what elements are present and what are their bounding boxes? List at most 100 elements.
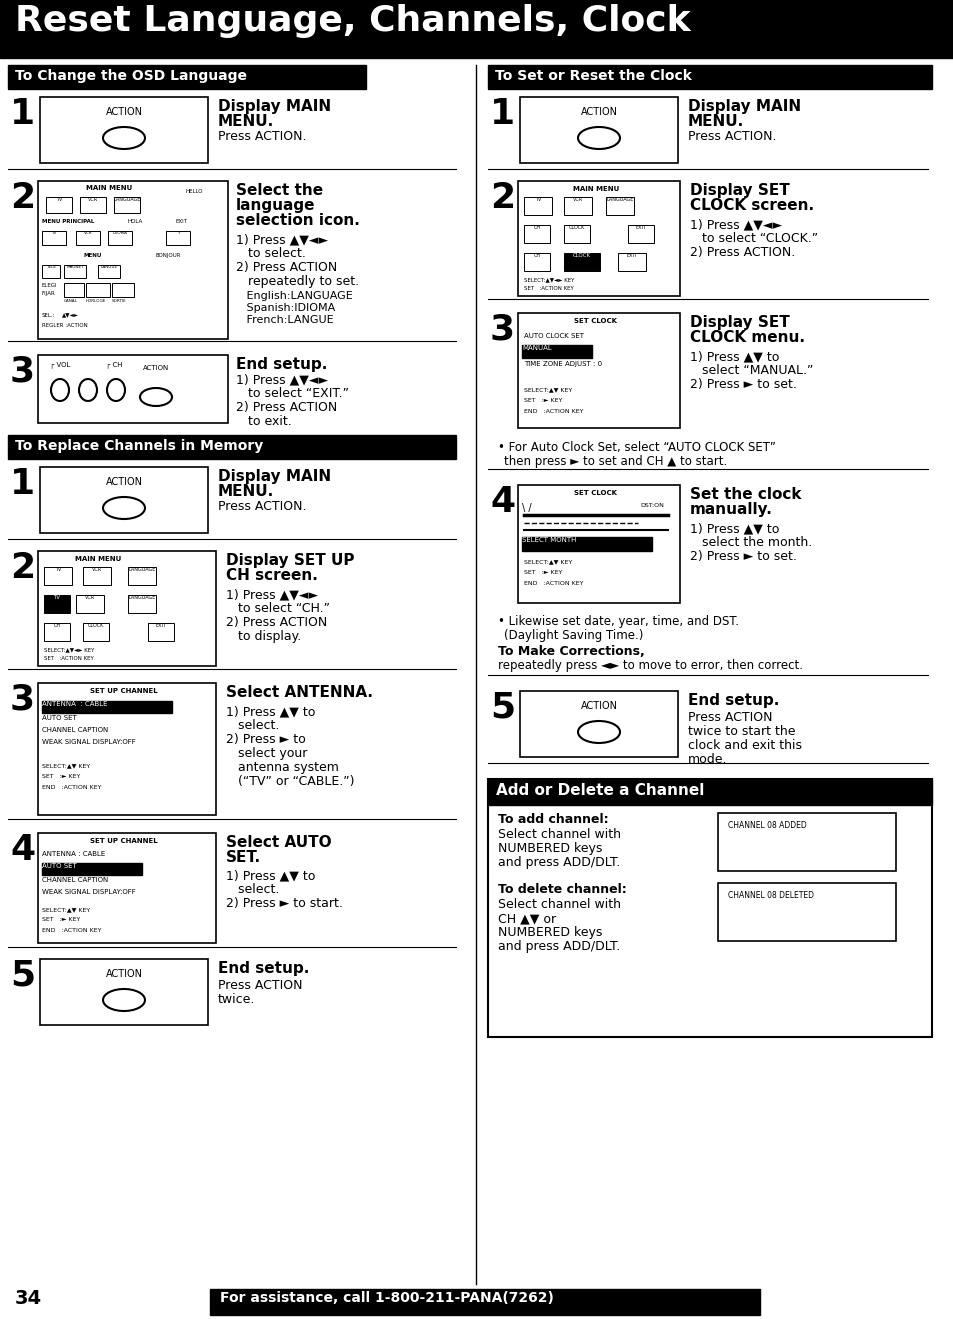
Bar <box>38 551 215 666</box>
Text: SELECT:▲▼ KEY: SELECT:▲▼ KEY <box>523 559 572 565</box>
Text: Press ACTION.: Press ACTION. <box>218 500 306 513</box>
Bar <box>0 1287 953 1319</box>
Text: Select the: Select the <box>235 183 323 198</box>
Bar <box>44 595 70 613</box>
Text: VCR: VCR <box>88 197 98 202</box>
Text: English:LANGUAGE: English:LANGUAGE <box>235 291 353 301</box>
Text: • Likewise set date, year, time, and DST.: • Likewise set date, year, time, and DST… <box>497 615 739 628</box>
Text: Display MAIN: Display MAIN <box>218 99 331 113</box>
Text: Display MAIN: Display MAIN <box>218 470 331 484</box>
Bar <box>76 595 104 613</box>
Bar <box>44 567 71 586</box>
Bar <box>523 226 550 243</box>
Text: 1) Press ▲▼ to: 1) Press ▲▼ to <box>689 350 779 363</box>
Text: CHANNEL 08 ADDED: CHANNEL 08 ADDED <box>727 820 806 830</box>
Text: 2) Press ACTION: 2) Press ACTION <box>226 616 327 629</box>
Text: CLOCK menu.: CLOCK menu. <box>689 330 804 346</box>
Bar <box>42 265 60 278</box>
Bar <box>128 567 156 586</box>
Text: END   :ACTION KEY: END :ACTION KEY <box>42 785 101 790</box>
Text: MAGNET: MAGNET <box>66 265 84 269</box>
Bar <box>8 435 456 459</box>
Text: • For Auto Clock Set, select “AUTO CLOCK SET”: • For Auto Clock Set, select “AUTO CLOCK… <box>497 441 775 454</box>
Text: SET.: SET. <box>226 849 261 865</box>
Text: ACTION: ACTION <box>143 365 169 371</box>
Text: Press ACTION: Press ACTION <box>687 711 772 724</box>
Text: MANUAL: MANUAL <box>521 346 551 351</box>
Text: To delete channel:: To delete channel: <box>497 882 626 896</box>
Bar <box>38 834 215 943</box>
Bar <box>98 265 120 278</box>
Text: LANGUAGE: LANGUAGE <box>128 567 155 572</box>
Text: SELECT MONTH: SELECT MONTH <box>521 537 576 543</box>
Text: CH screen.: CH screen. <box>226 568 317 583</box>
Text: MAIN MENU: MAIN MENU <box>86 185 132 191</box>
Text: CHANNEL 08 DELETED: CHANNEL 08 DELETED <box>727 892 813 900</box>
Ellipse shape <box>140 388 172 406</box>
Text: CHANNEL CAPTION: CHANNEL CAPTION <box>42 877 108 882</box>
Text: HORLOGE: HORLOGE <box>86 299 107 303</box>
Text: REGLER :ACTION: REGLER :ACTION <box>42 323 88 328</box>
Text: End setup.: End setup. <box>235 357 327 372</box>
Text: ELEGI: ELEGI <box>42 284 57 288</box>
Bar <box>38 181 228 339</box>
Bar <box>76 231 100 245</box>
Bar <box>523 197 552 215</box>
Bar <box>718 882 895 940</box>
Bar <box>83 623 109 641</box>
Bar <box>42 863 142 874</box>
Text: HELLO: HELLO <box>186 189 203 194</box>
Text: CH: CH <box>533 253 540 259</box>
Bar <box>64 284 84 297</box>
Text: 1) Press ▲▼ to: 1) Press ▲▼ to <box>226 704 315 718</box>
Text: to display.: to display. <box>226 630 301 642</box>
Text: SELECT:▲▼◄► KEY: SELECT:▲▼◄► KEY <box>523 277 574 282</box>
Text: ANTENNA  : CABLE: ANTENNA : CABLE <box>42 700 108 707</box>
Text: French:LANGUE: French:LANGUE <box>235 315 334 324</box>
Ellipse shape <box>103 497 145 518</box>
Text: EXIT: EXIT <box>635 226 646 230</box>
Text: 1: 1 <box>10 467 35 501</box>
Text: DST:ON: DST:ON <box>639 503 663 508</box>
Bar <box>210 1289 760 1315</box>
Text: Select AUTO: Select AUTO <box>226 835 332 849</box>
Text: To Make Corrections,: To Make Corrections, <box>497 645 644 658</box>
Bar <box>40 467 208 533</box>
Bar <box>83 567 111 586</box>
Text: Select channel with: Select channel with <box>497 828 620 842</box>
Text: ┌ VOL: ┌ VOL <box>50 361 71 368</box>
Text: BONJOUR: BONJOUR <box>156 253 181 259</box>
Text: SET CLOCK: SET CLOCK <box>574 318 617 324</box>
Text: Add or Delete a Channel: Add or Delete a Channel <box>496 783 703 798</box>
Text: MENU: MENU <box>84 253 102 259</box>
Bar <box>618 253 645 270</box>
Text: 1) Press ▲▼ to: 1) Press ▲▼ to <box>689 522 779 536</box>
Text: 2) Press ► to: 2) Press ► to <box>226 733 305 747</box>
Text: manually.: manually. <box>689 503 772 517</box>
Bar <box>517 485 679 603</box>
Bar <box>488 780 931 1037</box>
Bar <box>8 65 366 88</box>
Text: ACTION: ACTION <box>106 107 142 117</box>
Text: To add channel:: To add channel: <box>497 813 608 826</box>
Text: to select “EXIT.”: to select “EXIT.” <box>235 386 349 400</box>
Text: SET   :► KEY: SET :► KEY <box>523 398 561 404</box>
Ellipse shape <box>79 379 97 401</box>
Text: 3: 3 <box>10 355 35 389</box>
Text: CLOCK: CLOCK <box>573 253 590 259</box>
Text: 1: 1 <box>10 98 35 131</box>
Bar <box>44 623 70 641</box>
Text: 3: 3 <box>10 683 35 718</box>
Text: Display SET: Display SET <box>689 183 789 198</box>
Text: TV: TV <box>535 197 540 202</box>
Text: 1) Press ▲▼ to: 1) Press ▲▼ to <box>226 869 315 882</box>
Text: AUTO SET: AUTO SET <box>42 715 76 721</box>
Text: WEAK SIGNAL DISPLAY:OFF: WEAK SIGNAL DISPLAY:OFF <box>42 739 135 745</box>
Text: Press ACTION.: Press ACTION. <box>687 131 776 142</box>
Text: TELE: TELE <box>46 265 56 269</box>
Bar <box>80 197 106 212</box>
Bar <box>521 537 651 551</box>
Text: Spanish:IDIOMA: Spanish:IDIOMA <box>235 303 335 313</box>
Ellipse shape <box>103 127 145 149</box>
Bar <box>563 226 589 243</box>
